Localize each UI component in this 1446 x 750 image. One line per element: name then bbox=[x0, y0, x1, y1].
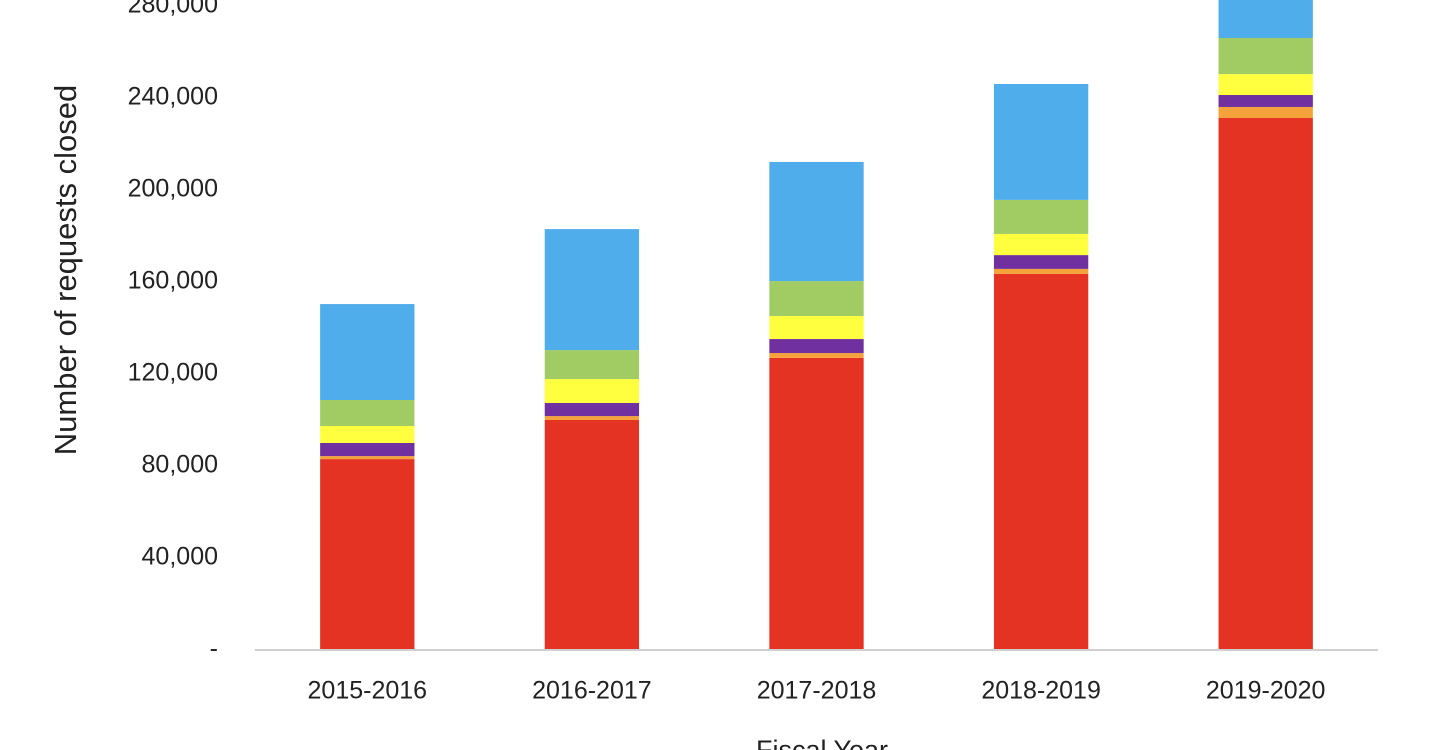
bar-segment bbox=[769, 316, 864, 340]
bar-segment bbox=[769, 357, 864, 650]
bar-segment bbox=[320, 425, 415, 443]
x-tick-label: 2018-2019 bbox=[981, 677, 1101, 705]
bar-segment bbox=[993, 268, 1089, 274]
x-tick-label: 2017-2018 bbox=[757, 677, 877, 705]
bar-segment bbox=[993, 255, 1089, 269]
x-axis-label: Fiscal Year bbox=[756, 735, 888, 750]
bar-segment bbox=[1218, 0, 1313, 38]
y-tick-label: 240,000 bbox=[128, 83, 218, 111]
x-tick-label: 2015-2016 bbox=[308, 677, 428, 705]
bar-segment bbox=[993, 273, 1089, 650]
bar-segment bbox=[1218, 95, 1313, 107]
bar-segment bbox=[1218, 106, 1313, 119]
bar-segment bbox=[320, 443, 415, 457]
bar-segment bbox=[544, 416, 640, 420]
bar-segment bbox=[1218, 74, 1313, 96]
bar-segment bbox=[544, 379, 640, 403]
y-tick-label: 80,000 bbox=[142, 451, 218, 479]
bar-segment bbox=[320, 459, 415, 650]
bar-segment bbox=[544, 229, 640, 351]
y-tick-label: 280,000 bbox=[128, 0, 218, 19]
bar-segment bbox=[544, 420, 640, 650]
y-tick-label: - bbox=[210, 635, 218, 663]
bar-segment bbox=[993, 83, 1089, 200]
bar-segment bbox=[320, 304, 415, 400]
y-tick-label: 120,000 bbox=[128, 359, 218, 387]
bar-segment bbox=[320, 399, 415, 426]
bar-segment bbox=[769, 339, 864, 354]
bar-segment bbox=[769, 281, 864, 317]
bar-segment bbox=[993, 199, 1089, 234]
bar-segment bbox=[320, 456, 415, 460]
bar-segment bbox=[769, 161, 864, 282]
y-axis-label: Number of requests closed bbox=[48, 85, 83, 455]
y-tick-label: 200,000 bbox=[128, 175, 218, 203]
bar-segment bbox=[993, 233, 1089, 256]
x-tick-label: 2019-2020 bbox=[1206, 677, 1326, 705]
bar-segment bbox=[1218, 118, 1313, 650]
y-tick-label: 160,000 bbox=[128, 267, 218, 295]
x-tick-label: 2016-2017 bbox=[532, 677, 652, 705]
bar-segment bbox=[1218, 37, 1313, 75]
bar-segment bbox=[544, 402, 640, 417]
y-tick-label: 40,000 bbox=[142, 543, 218, 571]
bar-segment bbox=[769, 353, 864, 358]
bar-segment bbox=[544, 350, 640, 380]
